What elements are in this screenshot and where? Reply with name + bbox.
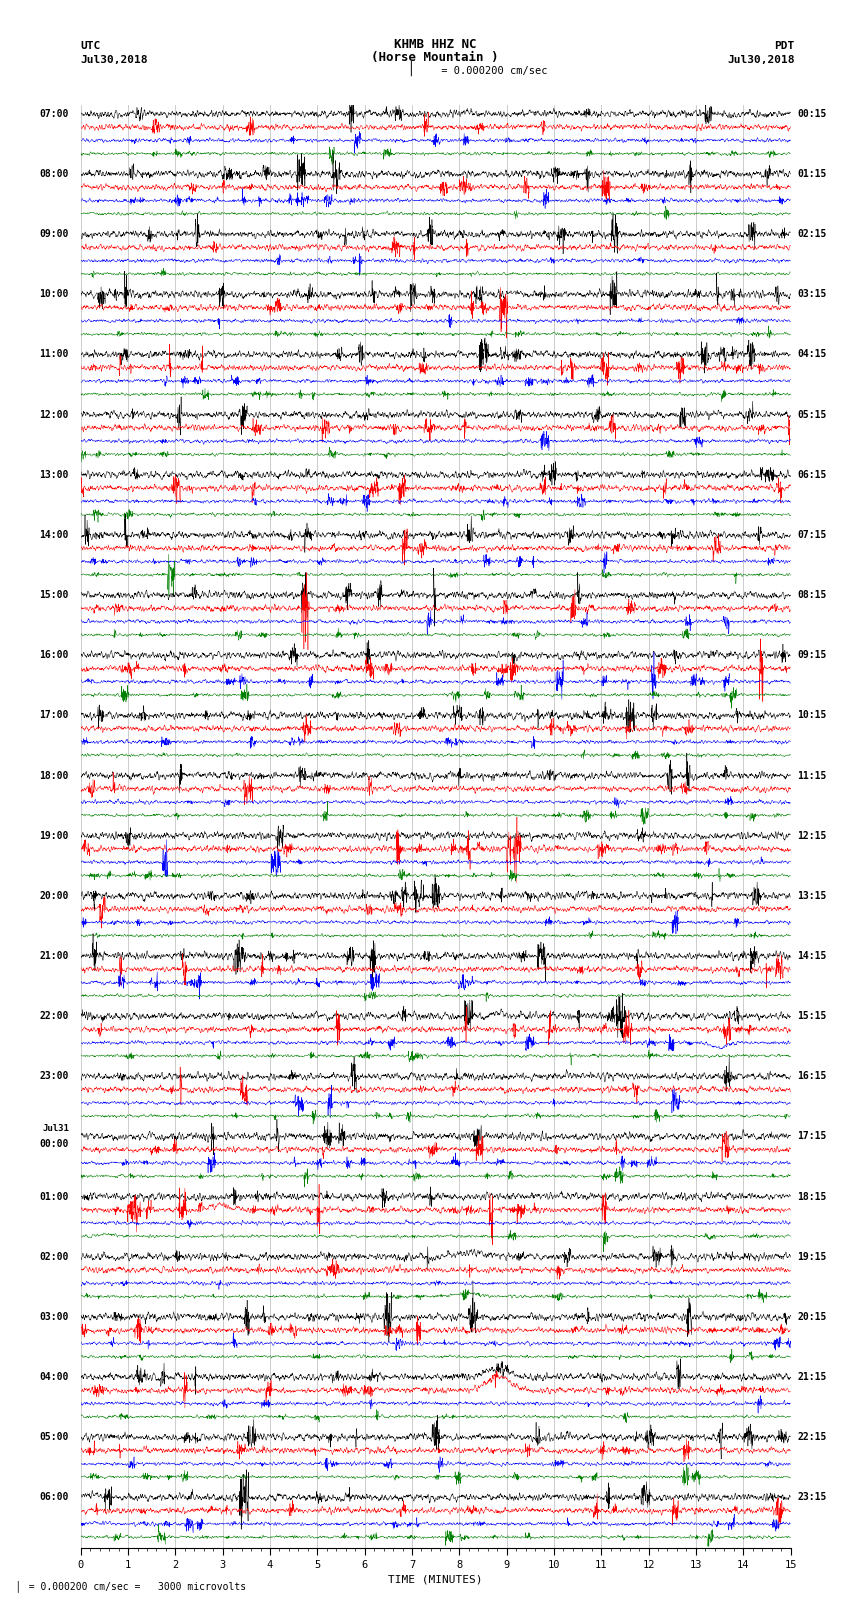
Text: 22:00: 22:00 — [40, 1011, 69, 1021]
Text: 03:00: 03:00 — [40, 1311, 69, 1323]
Text: PDT: PDT — [774, 40, 795, 50]
Text: 12:15: 12:15 — [797, 831, 827, 840]
Text: KHMB HHZ NC: KHMB HHZ NC — [394, 37, 477, 50]
Text: Jul30,2018: Jul30,2018 — [728, 55, 795, 65]
Text: 11:00: 11:00 — [40, 350, 69, 360]
Text: 08:00: 08:00 — [40, 169, 69, 179]
Text: = 0.000200 cm/sec: = 0.000200 cm/sec — [435, 66, 547, 76]
Text: UTC: UTC — [81, 40, 101, 50]
Text: 07:00: 07:00 — [40, 108, 69, 119]
Text: 21:15: 21:15 — [797, 1373, 827, 1382]
Text: ▏ = 0.000200 cm/sec =   3000 microvolts: ▏ = 0.000200 cm/sec = 3000 microvolts — [17, 1581, 246, 1592]
Text: 09:15: 09:15 — [797, 650, 827, 660]
Text: 07:15: 07:15 — [797, 531, 827, 540]
Text: 14:15: 14:15 — [797, 952, 827, 961]
Text: 23:00: 23:00 — [40, 1071, 69, 1081]
Text: 22:15: 22:15 — [797, 1432, 827, 1442]
X-axis label: TIME (MINUTES): TIME (MINUTES) — [388, 1574, 483, 1584]
Text: 00:00: 00:00 — [40, 1139, 69, 1150]
Text: 17:15: 17:15 — [797, 1131, 827, 1142]
Text: 09:00: 09:00 — [40, 229, 69, 239]
Text: 18:00: 18:00 — [40, 771, 69, 781]
Text: 11:15: 11:15 — [797, 771, 827, 781]
Text: 01:00: 01:00 — [40, 1192, 69, 1202]
Text: ▏: ▏ — [411, 60, 417, 76]
Text: 04:00: 04:00 — [40, 1373, 69, 1382]
Text: 16:00: 16:00 — [40, 650, 69, 660]
Text: 02:15: 02:15 — [797, 229, 827, 239]
Text: 06:15: 06:15 — [797, 469, 827, 479]
Text: 10:15: 10:15 — [797, 710, 827, 721]
Text: 04:15: 04:15 — [797, 350, 827, 360]
Text: (Horse Mountain ): (Horse Mountain ) — [371, 50, 499, 65]
Text: 19:00: 19:00 — [40, 831, 69, 840]
Text: 00:15: 00:15 — [797, 108, 827, 119]
Text: 19:15: 19:15 — [797, 1252, 827, 1261]
Text: 05:15: 05:15 — [797, 410, 827, 419]
Text: 06:00: 06:00 — [40, 1492, 69, 1502]
Text: 05:00: 05:00 — [40, 1432, 69, 1442]
Text: 13:00: 13:00 — [40, 469, 69, 479]
Text: 12:00: 12:00 — [40, 410, 69, 419]
Text: Jul31: Jul31 — [42, 1124, 69, 1134]
Text: 21:00: 21:00 — [40, 952, 69, 961]
Text: 23:15: 23:15 — [797, 1492, 827, 1502]
Text: 15:00: 15:00 — [40, 590, 69, 600]
Text: 20:00: 20:00 — [40, 890, 69, 900]
Text: 02:00: 02:00 — [40, 1252, 69, 1261]
Text: 13:15: 13:15 — [797, 890, 827, 900]
Text: 08:15: 08:15 — [797, 590, 827, 600]
Text: 14:00: 14:00 — [40, 531, 69, 540]
Text: 16:15: 16:15 — [797, 1071, 827, 1081]
Text: 20:15: 20:15 — [797, 1311, 827, 1323]
Text: 01:15: 01:15 — [797, 169, 827, 179]
Text: Jul30,2018: Jul30,2018 — [81, 55, 148, 65]
Text: 03:15: 03:15 — [797, 289, 827, 300]
Text: 15:15: 15:15 — [797, 1011, 827, 1021]
Text: 10:00: 10:00 — [40, 289, 69, 300]
Text: 18:15: 18:15 — [797, 1192, 827, 1202]
Text: 17:00: 17:00 — [40, 710, 69, 721]
